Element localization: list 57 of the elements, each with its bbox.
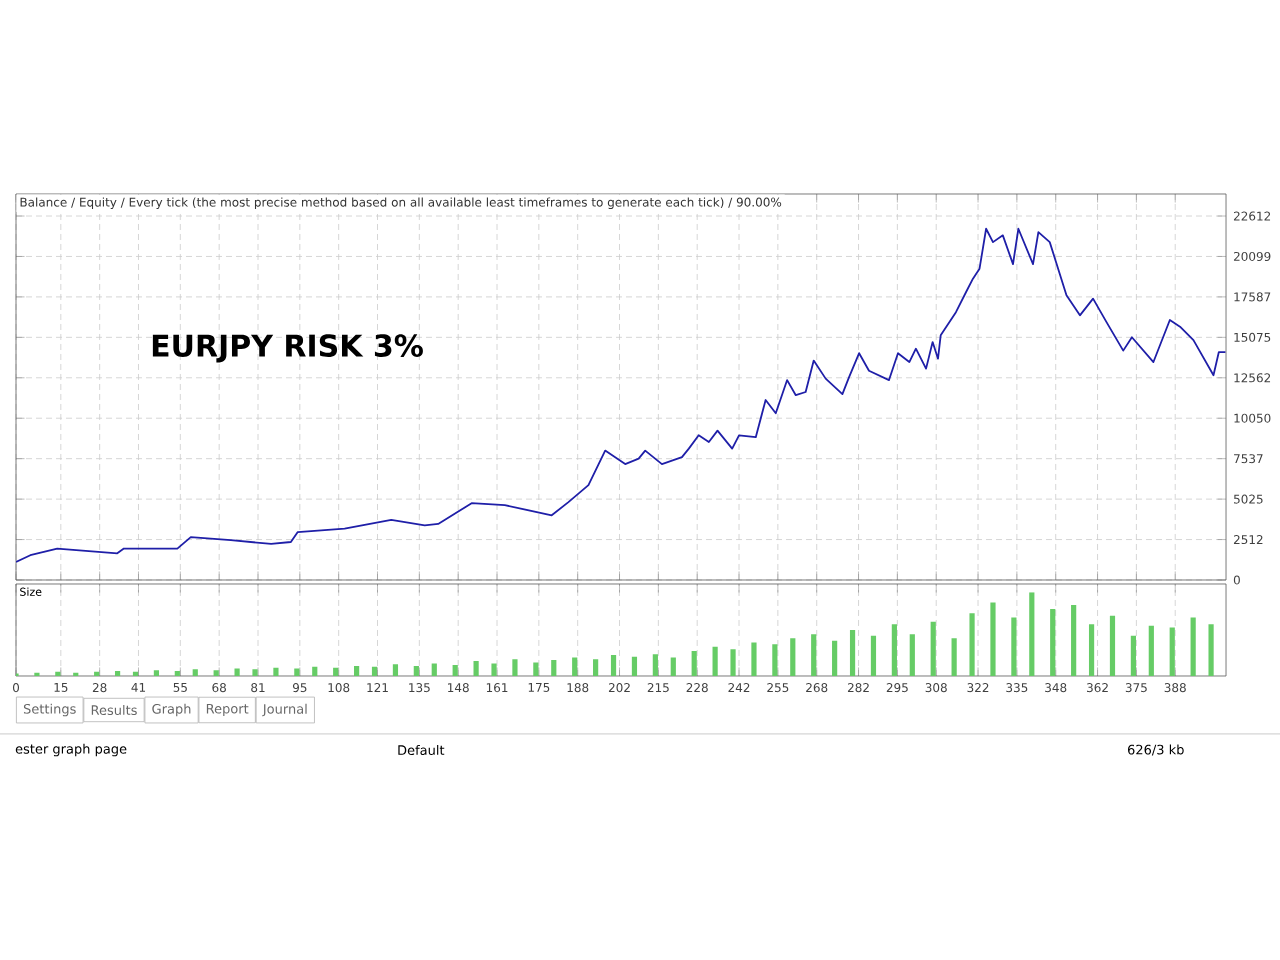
bar — [533, 662, 539, 676]
bar — [790, 638, 796, 676]
bar — [213, 670, 219, 676]
bar — [1011, 617, 1017, 676]
bar — [930, 621, 936, 676]
bar — [312, 666, 318, 676]
text: EURJPY RISK 3% — [152, 334, 423, 363]
bar — [413, 665, 419, 676]
bar — [990, 602, 996, 676]
bar — [1208, 624, 1214, 676]
bar — [870, 635, 877, 676]
bar — [730, 649, 736, 676]
bar — [294, 668, 300, 676]
bar — [1088, 624, 1095, 676]
bar — [1130, 635, 1136, 676]
bar — [452, 665, 458, 676]
bar — [551, 660, 557, 676]
bar — [114, 670, 121, 676]
bar — [593, 659, 599, 676]
bar — [1169, 627, 1175, 676]
bar — [192, 669, 198, 676]
bar — [712, 646, 718, 676]
bar — [652, 654, 658, 676]
bar — [610, 655, 617, 676]
bar — [273, 667, 279, 676]
bar — [1148, 625, 1154, 676]
bar — [392, 664, 399, 676]
bar — [832, 640, 838, 676]
bar — [354, 665, 360, 676]
bar — [772, 644, 778, 676]
bar — [891, 624, 897, 676]
bar — [1190, 617, 1196, 676]
bar — [849, 630, 856, 676]
bar — [909, 634, 915, 676]
bar — [691, 650, 697, 676]
line-series — [16, 227, 1227, 563]
bar — [670, 657, 676, 676]
bar — [371, 666, 378, 676]
bar — [811, 634, 817, 676]
bar — [631, 656, 638, 676]
bar — [969, 613, 975, 676]
bar — [1109, 615, 1116, 676]
bar — [1050, 609, 1056, 676]
bar — [1029, 592, 1035, 676]
bar — [473, 660, 479, 676]
bar — [234, 668, 240, 676]
bar — [174, 670, 180, 676]
bar — [512, 659, 518, 676]
bar — [153, 670, 160, 676]
bar — [951, 638, 957, 676]
bar — [572, 657, 578, 676]
bar — [751, 642, 757, 676]
bar — [252, 669, 258, 676]
bar — [333, 667, 339, 676]
bar — [491, 663, 497, 676]
bar — [431, 663, 437, 676]
bar — [1071, 604, 1077, 676]
